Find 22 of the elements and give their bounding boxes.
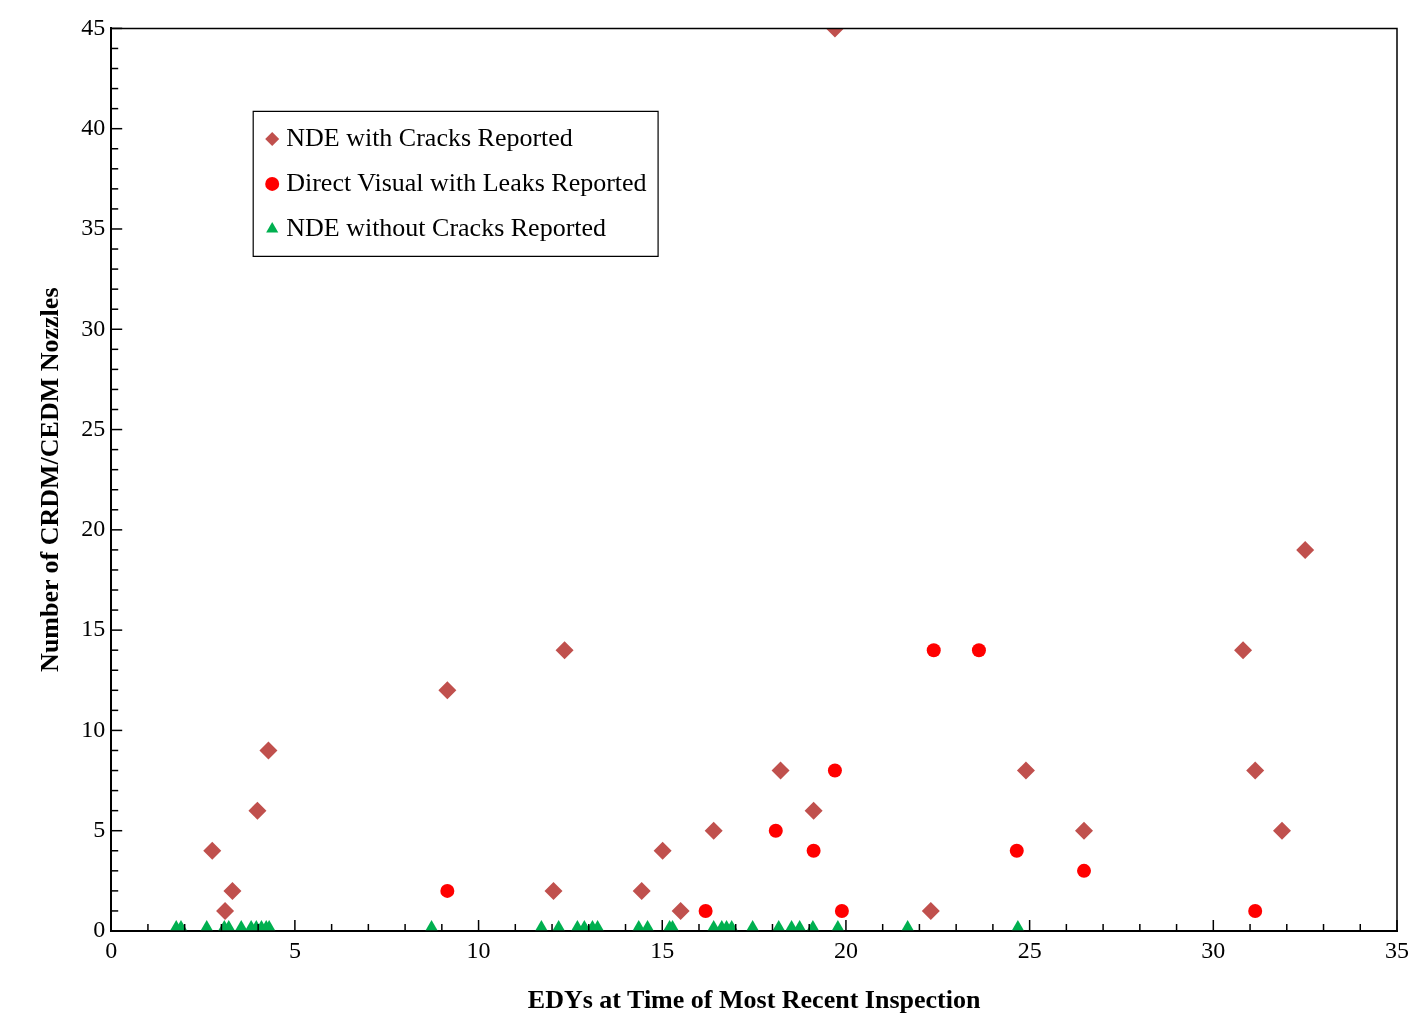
y-tick-label: 5 xyxy=(93,816,106,843)
x-tick-label: 5 xyxy=(288,936,301,963)
legend-label: Direct Visual with Leaks Reported xyxy=(286,167,647,197)
legend-label: NDE without Cracks Reported xyxy=(286,212,607,242)
y-tick-label: 30 xyxy=(81,314,106,341)
x-tick-label: 10 xyxy=(466,936,491,963)
x-tick-label: 15 xyxy=(650,936,675,963)
y-tick-label: 45 xyxy=(81,13,106,40)
y-tick-label: 25 xyxy=(81,414,106,441)
x-tick-label: 35 xyxy=(1385,936,1409,963)
x-tick-label: 25 xyxy=(1017,936,1042,963)
x-tick-label: 30 xyxy=(1201,936,1226,963)
y-axis-title: Number of CRDM/CEDM Nozzles xyxy=(35,287,65,672)
y-tick-label: 0 xyxy=(93,916,106,943)
y-tick-label: 20 xyxy=(81,515,106,542)
y-tick-label: 10 xyxy=(81,715,106,742)
x-axis-title: EDYs at Time of Most Recent Inspection xyxy=(527,985,981,1015)
y-tick-label: 40 xyxy=(81,113,106,140)
y-tick-label: 15 xyxy=(81,615,106,642)
x-tick-label: 20 xyxy=(833,936,858,963)
y-tick-label: 35 xyxy=(81,214,106,241)
legend-label: NDE with Cracks Reported xyxy=(286,122,573,152)
